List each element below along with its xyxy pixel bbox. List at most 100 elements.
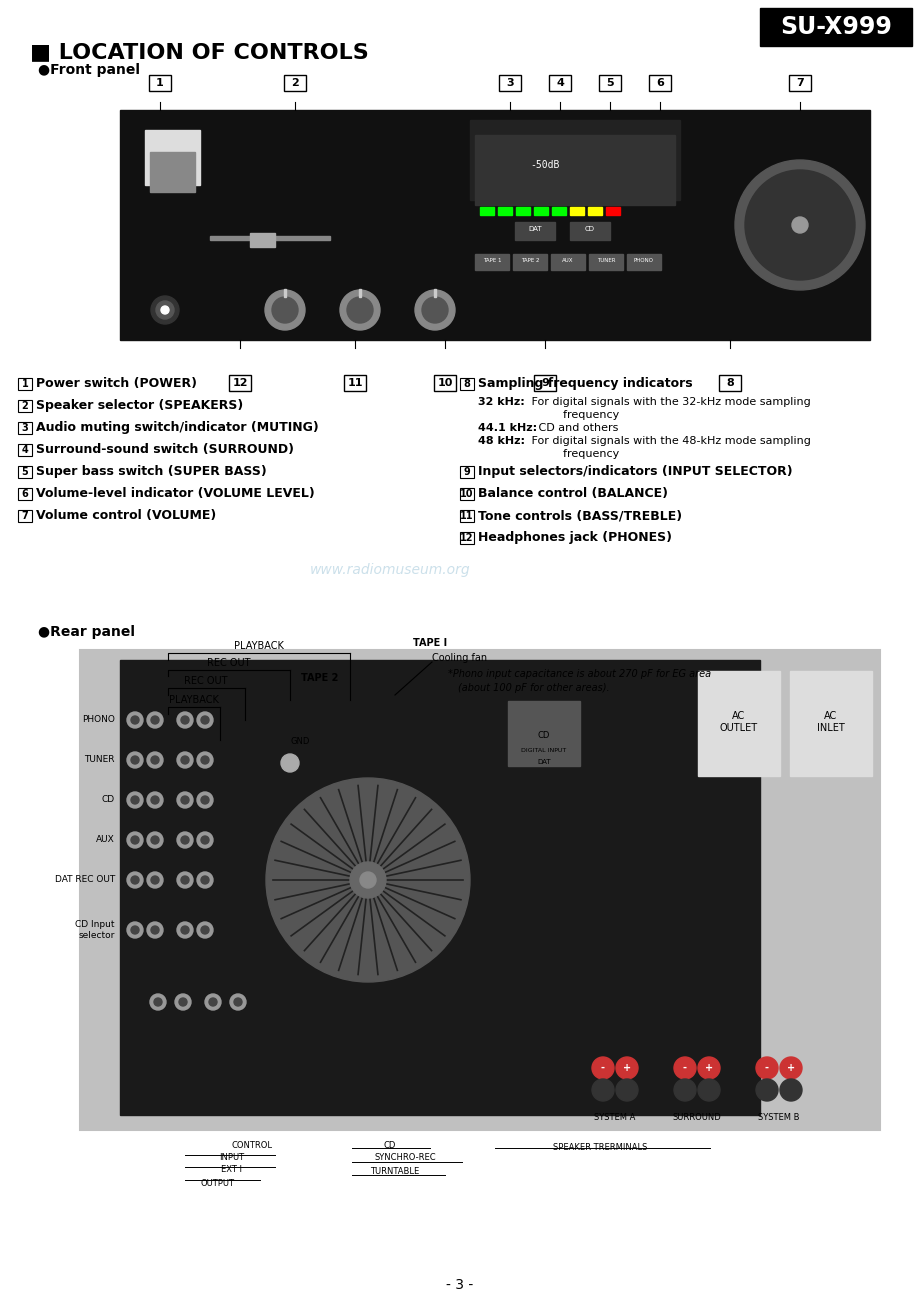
Circle shape [181,716,188,724]
Text: Audio muting switch/indicator (MUTING): Audio muting switch/indicator (MUTING) [36,422,318,435]
Text: SU-X999: SU-X999 [779,16,891,39]
Circle shape [153,999,162,1006]
FancyBboxPatch shape [18,400,32,411]
Text: For digital signals with the 32-kHz mode sampling: For digital signals with the 32-kHz mode… [528,397,810,408]
Text: CONTROL: CONTROL [232,1141,272,1150]
Text: 1: 1 [22,379,28,389]
Bar [150,152,195,191]
Text: OUTPUT: OUTPUT [200,1178,234,1187]
Bar [474,135,675,204]
FancyBboxPatch shape [549,76,571,91]
Bar [284,289,286,297]
Circle shape [200,876,209,884]
Text: Volume-level indicator (VOLUME LEVEL): Volume-level indicator (VOLUME LEVEL) [36,487,314,500]
Text: TAPE 2: TAPE 2 [520,258,539,263]
Circle shape [349,862,386,898]
Circle shape [179,999,187,1006]
Text: 8: 8 [725,378,733,388]
Text: 5: 5 [22,467,28,477]
FancyBboxPatch shape [460,378,473,391]
Text: SPEAKER TRERMINALS: SPEAKER TRERMINALS [552,1143,646,1152]
Circle shape [200,796,209,805]
Text: -50dB: -50dB [529,160,559,171]
Text: TUNER: TUNER [85,755,115,764]
FancyBboxPatch shape [648,76,670,91]
Circle shape [359,872,376,888]
Circle shape [616,1079,637,1101]
Circle shape [272,297,298,323]
FancyBboxPatch shape [719,375,740,391]
Circle shape [176,832,193,848]
Text: TUNER: TUNER [596,258,615,263]
Text: CD Input
selector: CD Input selector [75,921,115,940]
Text: AUX: AUX [96,836,115,845]
Circle shape [176,922,193,937]
Text: Cooling fan: Cooling fan [432,654,486,663]
Bar [250,233,275,247]
Text: -: - [682,1062,686,1073]
Circle shape [346,297,372,323]
Bar [533,207,548,215]
Circle shape [176,872,193,888]
Text: INPUT: INPUT [220,1154,244,1163]
Text: 12: 12 [460,533,473,543]
Text: 48 kHz:: 48 kHz: [478,436,525,447]
Bar [698,671,779,776]
Circle shape [755,1057,777,1079]
Bar [588,254,622,270]
Text: 2: 2 [22,401,28,411]
Bar [119,660,759,1115]
Circle shape [197,712,213,728]
Bar [606,207,619,215]
Circle shape [200,926,209,934]
FancyBboxPatch shape [460,488,473,500]
Text: Volume control (VOLUME): Volume control (VOLUME) [36,509,216,522]
FancyBboxPatch shape [460,533,473,544]
Text: 4: 4 [555,78,563,89]
Text: 6: 6 [22,490,28,499]
Text: 3: 3 [22,423,28,434]
Bar [434,289,436,297]
Text: DAT: DAT [537,759,550,766]
Text: 7: 7 [22,510,28,521]
Text: AC
INLET: AC INLET [816,711,844,733]
Circle shape [127,922,142,937]
Text: SURROUND: SURROUND [672,1113,720,1122]
Circle shape [176,792,193,809]
Circle shape [151,756,159,764]
Circle shape [734,160,864,290]
FancyBboxPatch shape [533,375,555,391]
Text: 9: 9 [463,467,470,477]
Bar [759,8,911,46]
Bar [570,207,584,215]
Circle shape [176,712,193,728]
Text: PHONO: PHONO [633,258,653,263]
Circle shape [197,872,213,888]
Circle shape [147,922,163,937]
FancyBboxPatch shape [229,375,251,391]
Circle shape [151,926,159,934]
Circle shape [181,926,188,934]
Bar [515,223,554,240]
Text: 10: 10 [460,490,473,499]
FancyBboxPatch shape [18,466,32,478]
FancyBboxPatch shape [18,378,32,391]
Bar [507,700,579,766]
Text: CD: CD [102,796,115,805]
FancyBboxPatch shape [460,466,473,478]
Circle shape [151,876,159,884]
Bar [474,254,508,270]
Text: 1: 1 [156,78,164,89]
Text: Headphones jack (PHONES): Headphones jack (PHONES) [478,531,671,544]
Text: PLAYBACK: PLAYBACK [233,641,284,651]
Text: CD: CD [584,227,595,232]
Bar [587,207,601,215]
Circle shape [176,753,193,768]
Circle shape [674,1057,696,1079]
Text: 6: 6 [655,78,664,89]
Text: 8: 8 [463,379,470,389]
Text: 10: 10 [437,378,452,388]
FancyBboxPatch shape [498,76,520,91]
Circle shape [130,836,139,844]
Text: 11: 11 [346,378,362,388]
